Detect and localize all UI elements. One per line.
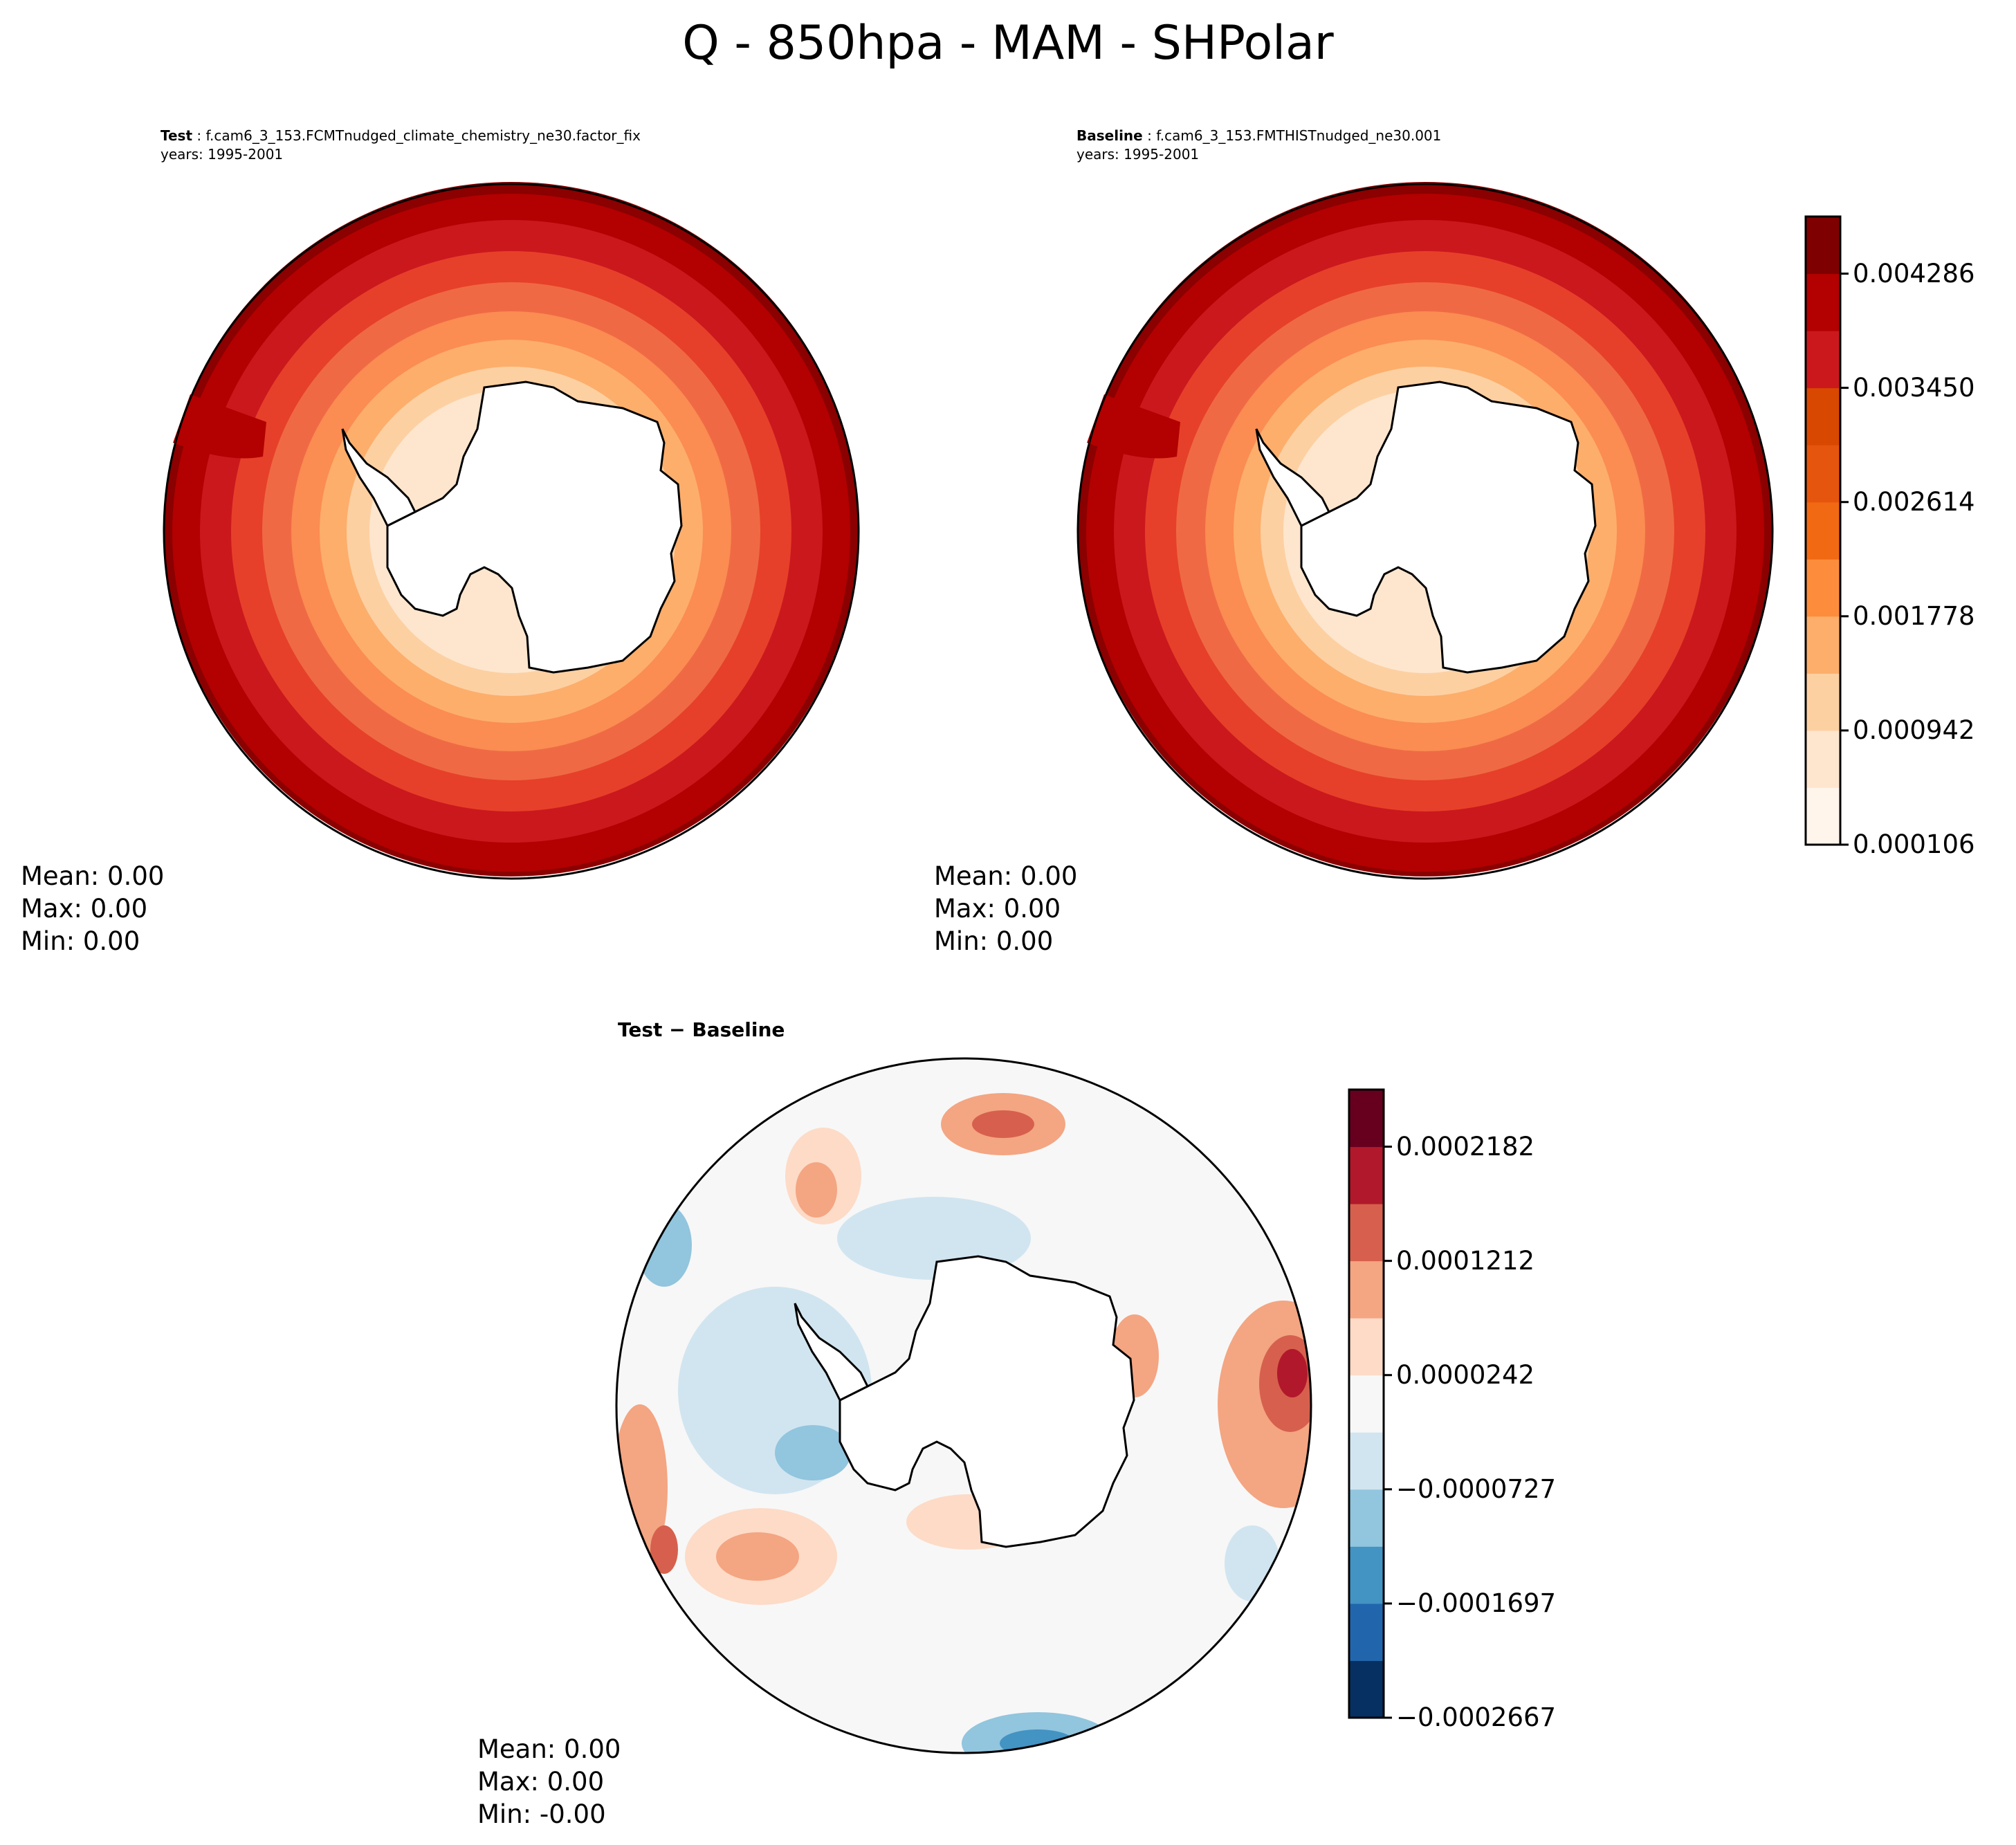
- baseline-map-border: [1076, 183, 1774, 880]
- test-west-coast-red: [173, 394, 266, 459]
- figure-title: Q - 850hpa - MAM - SHPolar: [682, 16, 1334, 71]
- main-colorbar-color-band: [1806, 217, 1840, 275]
- test-years: years: 1995-2001: [161, 146, 284, 163]
- test-panel-label: Test : f.cam6_3_153.FCMTnudged_climate_c…: [161, 127, 641, 144]
- main-colorbar: [1804, 215, 1849, 846]
- main-colorbar-border: [1804, 215, 1842, 846]
- main-colorbar-tick-label: 0.001778: [1853, 600, 1975, 631]
- main-colorbar-color-band: [1806, 787, 1840, 845]
- baseline-label-name: f.cam6_3_153.FMTHISTnudged_ne30.001: [1156, 127, 1442, 144]
- diff-map-field: [616, 1058, 1311, 1753]
- main-colorbar-color-band: [1806, 673, 1840, 731]
- main-colorbar-tick-label: 0.004286: [1853, 258, 1975, 288]
- test-map-border: [163, 183, 860, 880]
- diff-min: Min: -0.00: [477, 1799, 606, 1829]
- main-colorbar-tick-label: 0.003450: [1853, 372, 1975, 403]
- diff-colorbar-color-band: [1349, 1660, 1384, 1718]
- baseline-max: Max: 0.00: [934, 894, 1061, 924]
- baseline-label-prefix: Baseline: [1076, 127, 1143, 144]
- diff-colorbar-tick-label: 0.0001212: [1396, 1245, 1535, 1276]
- test-mean: Mean: 0.00: [21, 861, 165, 891]
- diff-colorbar-color-band: [1349, 1603, 1384, 1661]
- baseline-west-coast-red: [1087, 394, 1180, 459]
- main-colorbar-color-band: [1806, 730, 1840, 788]
- baseline-peninsula: [1255, 428, 1331, 528]
- diff-colorbar-tick-label: 0.0000242: [1396, 1359, 1535, 1390]
- diff-peninsula: [794, 1303, 870, 1402]
- main-colorbar-tick-label: 0.000106: [1853, 829, 1975, 859]
- test-min: Min: 0.00: [21, 926, 140, 956]
- test-max: Max: 0.00: [21, 894, 148, 924]
- diff-anomaly-west-red-core: [650, 1525, 678, 1574]
- diff-stats: Mean: 0.00 Max: 0.00 Min: -0.00: [477, 1733, 621, 1830]
- diff-anomaly-bottom-left-red-core: [716, 1532, 799, 1581]
- diff-anomaly-top-red-core: [972, 1110, 1034, 1138]
- diff-colorbar-color-band: [1349, 1090, 1384, 1148]
- diff-anomaly-west-blue: [636, 1204, 692, 1287]
- diff-colorbar-color-band: [1349, 1375, 1384, 1433]
- main-colorbar-color-band: [1806, 387, 1840, 446]
- diff-colorbar: [1348, 1088, 1392, 1719]
- diff-colorbar-tick-label: −0.0000727: [1396, 1474, 1557, 1504]
- diff-colorbar-color-band: [1349, 1204, 1384, 1262]
- diff-colorbar-border: [1348, 1088, 1385, 1719]
- main-colorbar-color-band: [1806, 273, 1840, 331]
- diff-mean: Mean: 0.00: [477, 1734, 621, 1764]
- diff-colorbar-tick-label: −0.0001697: [1396, 1588, 1557, 1618]
- diff-colorbar-color-band: [1349, 1489, 1384, 1547]
- diff-panel-title: Test − Baseline: [618, 1018, 785, 1041]
- diff-anomaly-left-blue-core: [775, 1425, 851, 1480]
- test-label-name: f.cam6_3_153.FCMTnudged_climate_chemistr…: [205, 127, 641, 144]
- main-colorbar-tick-label: 0.000942: [1853, 715, 1975, 745]
- main-colorbar-color-band: [1806, 559, 1840, 617]
- test-stats: Mean: 0.00 Max: 0.00 Min: 0.00: [21, 860, 164, 957]
- baseline-stats: Mean: 0.00 Max: 0.00 Min: 0.00: [934, 860, 1077, 957]
- diff-colorbar-color-band: [1349, 1260, 1384, 1319]
- baseline-mean: Mean: 0.00: [934, 861, 1078, 891]
- diff-anomaly-left-red: [796, 1162, 837, 1218]
- diff-map-border: [615, 1057, 1312, 1754]
- baseline-years: years: 1995-2001: [1076, 146, 1200, 163]
- baseline-panel-label: Baseline : f.cam6_3_153.FMTHISTnudged_ne…: [1076, 127, 1442, 144]
- main-colorbar-tick-label: 0.002614: [1853, 486, 1975, 517]
- diff-colorbar-color-band: [1349, 1146, 1384, 1204]
- main-colorbar-color-band: [1806, 331, 1840, 389]
- baseline-map-rings: [1078, 182, 1772, 876]
- diff-colorbar-color-band: [1349, 1318, 1384, 1376]
- main-colorbar-color-band: [1806, 445, 1840, 503]
- test-peninsula: [341, 428, 417, 528]
- baseline-min: Min: 0.00: [934, 926, 1054, 956]
- diff-max: Max: 0.00: [477, 1767, 605, 1797]
- diff-colorbar-color-band: [1349, 1432, 1384, 1490]
- main-colorbar-color-band: [1806, 502, 1840, 560]
- diff-anomaly-right-blue: [1225, 1525, 1280, 1601]
- diff-anomaly-bottom-blue-core: [1000, 1729, 1076, 1753]
- diff-anomaly-right-red-core: [1277, 1349, 1308, 1397]
- main-colorbar-color-band: [1806, 616, 1840, 674]
- diff-colorbar-tick-label: −0.0002667: [1396, 1702, 1557, 1732]
- diff-colorbar-tick-label: 0.0002182: [1396, 1131, 1535, 1162]
- diff-colorbar-color-band: [1349, 1546, 1384, 1604]
- test-label-prefix: Test: [161, 127, 193, 144]
- test-map-rings: [164, 182, 859, 876]
